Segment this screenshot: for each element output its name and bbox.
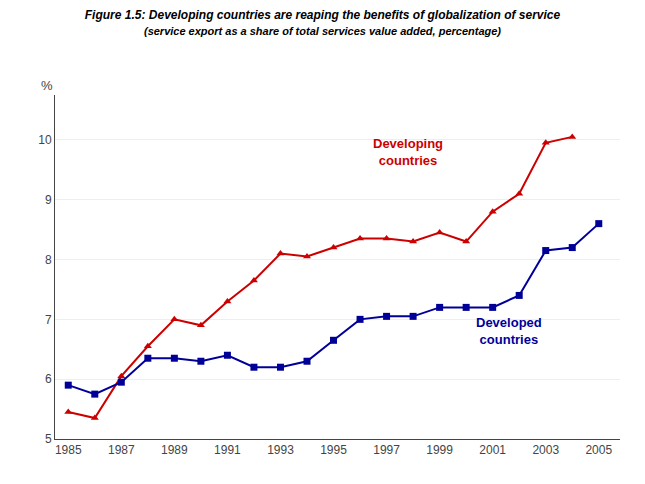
svg-text:1995: 1995 [320,443,347,457]
svg-text:1987: 1987 [108,443,135,457]
svg-text:1991: 1991 [214,443,241,457]
svg-text:Figure 1.5: Developing countri: Figure 1.5: Developing countries are rea… [85,8,561,37]
svg-text:1989: 1989 [161,443,188,457]
svg-text:2003: 2003 [532,443,559,457]
svg-text:1985: 1985 [55,443,82,457]
svg-text:2001: 2001 [479,443,506,457]
svg-text:9: 9 [45,193,52,207]
svg-text:%: % [41,78,53,93]
svg-text:5: 5 [45,432,52,446]
svg-text:Developingcountries: Developingcountries [373,136,443,168]
svg-text:1993: 1993 [267,443,294,457]
svg-text:7: 7 [45,313,52,327]
svg-text:Developedcountries: Developedcountries [476,315,542,347]
svg-text:1997: 1997 [373,443,400,457]
svg-text:1999: 1999 [426,443,453,457]
svg-text:6: 6 [45,372,52,386]
svg-text:2005: 2005 [585,443,612,457]
svg-text:10: 10 [38,133,52,147]
svg-text:8: 8 [45,253,52,267]
